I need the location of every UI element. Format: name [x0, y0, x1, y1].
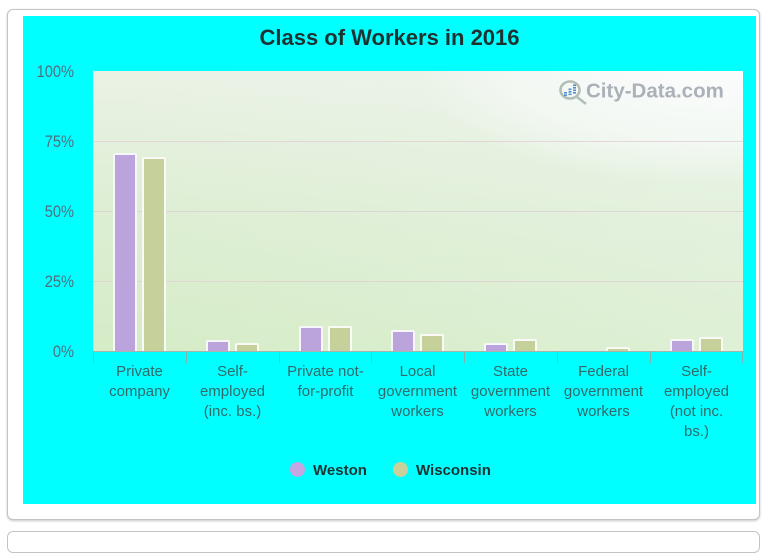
svg-text:City-Data.com: City-Data.com: [586, 80, 724, 103]
